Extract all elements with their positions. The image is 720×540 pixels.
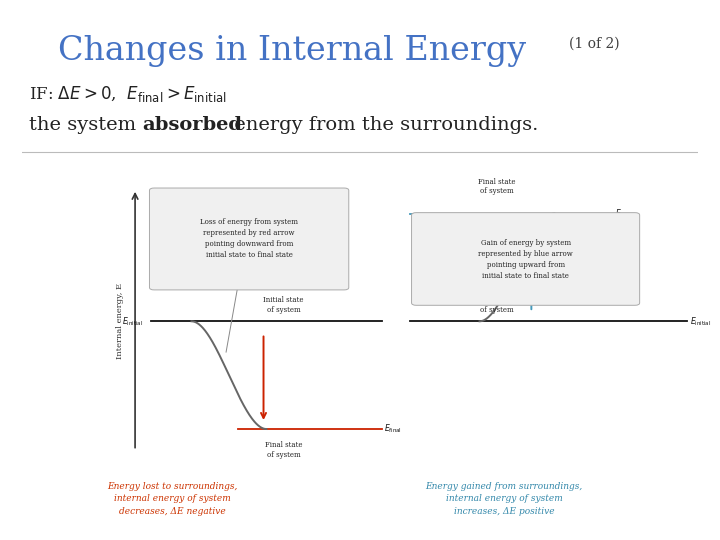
Text: Initial state
of system: Initial state of system bbox=[477, 296, 517, 314]
Text: $E_{\rm initial}$: $E_{\rm initial}$ bbox=[122, 315, 143, 328]
Text: Initial state
of system: Initial state of system bbox=[264, 296, 304, 314]
Text: Gain of energy by system
represented by blue arrow
pointing upward from
initial : Gain of energy by system represented by … bbox=[478, 239, 573, 280]
Text: Internal energy, E: Internal energy, E bbox=[115, 284, 124, 359]
Text: Loss of energy from system
represented by red arrow
pointing downward from
initi: Loss of energy from system represented b… bbox=[200, 218, 298, 259]
Text: Final state
of system: Final state of system bbox=[265, 441, 302, 458]
Text: $E_{\rm final}$: $E_{\rm final}$ bbox=[615, 207, 633, 220]
Text: Final state
of system: Final state of system bbox=[478, 178, 516, 195]
Text: $E_{\rm initial}$: $E_{\rm initial}$ bbox=[690, 315, 711, 328]
Text: IF: $\Delta E > 0$,  $E_{\rm final} > E_{\rm initial}$: IF: $\Delta E > 0$, $E_{\rm final} > E_{… bbox=[29, 84, 227, 104]
Text: $E_{\rm final}$: $E_{\rm final}$ bbox=[384, 423, 402, 435]
FancyBboxPatch shape bbox=[412, 213, 639, 305]
Text: Changes in Internal Energy: Changes in Internal Energy bbox=[58, 35, 526, 67]
Text: energy from the surroundings.: energy from the surroundings. bbox=[228, 116, 538, 134]
Text: the system: the system bbox=[29, 116, 142, 134]
FancyBboxPatch shape bbox=[150, 188, 348, 290]
Text: absorbed: absorbed bbox=[143, 116, 243, 134]
Text: (1 of 2): (1 of 2) bbox=[569, 37, 619, 51]
Text: Energy lost to surroundings,
internal energy of system
decreases, ΔE negative: Energy lost to surroundings, internal en… bbox=[107, 482, 238, 516]
Text: Energy gained from surroundings,
internal energy of system
increases, ΔE positiv: Energy gained from surroundings, interna… bbox=[426, 482, 582, 516]
